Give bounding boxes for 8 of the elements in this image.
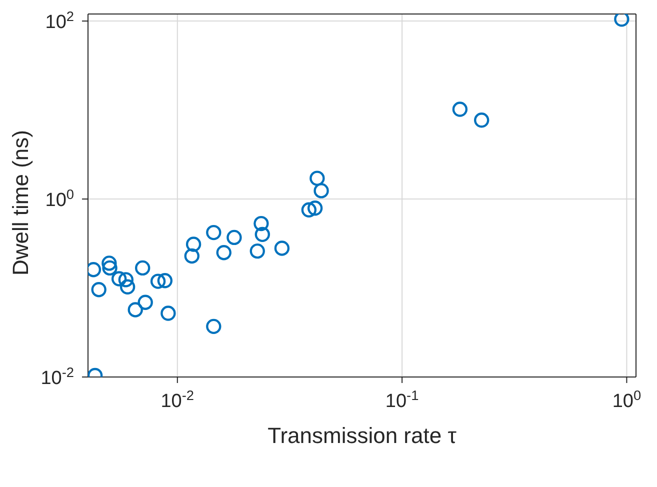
x-axis-title: Transmission rate τ (268, 423, 457, 448)
x-tick-label: 10$^{-2}$ (160, 388, 194, 412)
y-axis-title: Dwell time (ns) (8, 130, 33, 276)
y-tick-label: 10$^{2}$ (45, 8, 74, 34)
y-tick-label: 10$^{0}$ (45, 186, 74, 212)
x-tick-label: 10$^{-1}$ (385, 388, 419, 412)
x-tick-label: 10$^{0}$ (612, 388, 642, 412)
y-tick-label: 10$^{-2}$ (40, 364, 74, 389)
